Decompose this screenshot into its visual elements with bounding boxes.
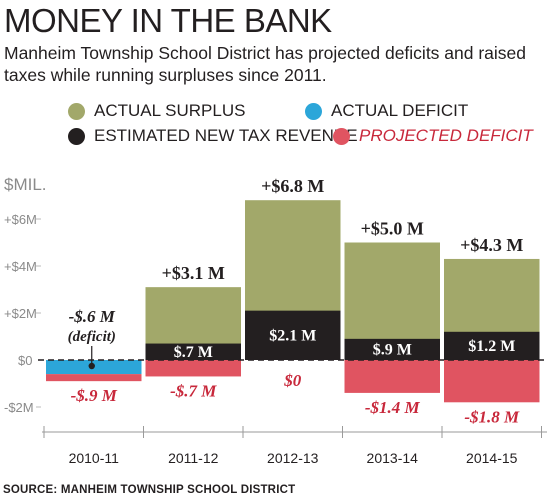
projected-deficit-value-label: -$1.4 M [365,398,421,417]
legend-label: ACTUAL DEFICIT [331,101,469,120]
legend-item-actual-surplus: ACTUAL SURPLUS [68,101,245,121]
x-tick-label: 2010-11 [69,450,120,466]
projected-deficit-value-label: $0 [283,371,302,390]
tax-value-label: $2.1 M [269,327,316,344]
y-tick-label: +$6M [4,212,37,227]
legend-swatch-actual-deficit [305,102,322,120]
y-tick-label: -$2M [4,400,34,415]
legend-swatch-projected-deficit [333,127,350,145]
chart-subtitle: Manheim Township School District has pro… [4,43,527,85]
projected-deficit-bar [444,360,540,403]
legend-label: PROJECTED DEFICIT [359,126,533,145]
x-tick-label: 2013-14 [367,450,419,466]
tax-value-label: $1.2 M [468,338,515,355]
tax-revenue-bar [145,343,241,360]
tax-value-label: $.7 M [174,344,213,361]
tax-value-label: $.9 M [373,341,412,358]
projected-deficit-value-label: -$.7 M [170,381,217,400]
chart-title: MONEY IN THE BANK [4,2,332,39]
legend-swatch-surplus [68,102,85,120]
actual-deficit-note: (deficit) [68,329,116,345]
legend-label: ESTIMATED NEW TAX REVENUE [94,126,358,145]
y-tick-label: +$4M [4,259,37,274]
projected-deficit-bar [145,360,241,377]
callout-dot [88,362,95,370]
legend-swatch-tax [68,127,85,145]
y-axis-label: $MIL. [4,175,47,194]
surplus-value-label: +$5.0 M [361,219,424,239]
bar-chart: $MIL. +$6M +$4M +$2M $0 -$2M 2010-11 -$.6 M (def… [4,175,547,466]
surplus-value-label: +$3.1 M [162,263,225,283]
projected-deficit-bar [344,360,440,393]
y-tick-label: $0 [18,353,32,368]
y-tick-label: +$2M [4,306,37,321]
surplus-value-label: +$4.3 M [460,235,523,255]
tax-revenue-bar [444,331,540,360]
x-tick-label: 2014-15 [466,450,518,466]
projected-deficit-value-label: -$1.8 M [464,407,520,426]
tax-revenue-bar [344,338,440,360]
legend-label: ACTUAL SURPLUS [94,101,246,120]
legend-item-projected-deficit: PROJECTED DEFICIT [333,126,533,146]
tax-revenue-bar [245,310,341,360]
actual-deficit-value-label: -$.6 M [69,307,116,326]
projected-deficit-bar [46,374,142,382]
x-tick-label: 2011-12 [168,450,219,466]
x-tick-label: 2012-13 [267,450,319,466]
legend-item-actual-deficit: ACTUAL DEFICIT [305,101,468,121]
surplus-value-label: +$6.8 M [261,176,324,196]
legend-item-new-tax-revenue: ESTIMATED NEW TAX REVENUE [68,126,358,146]
projected-deficit-value-label: -$.9 M [71,386,118,405]
source-note: SOURCE: MANHEIM TOWNSHIP SCHOOL DISTRICT [3,484,296,496]
